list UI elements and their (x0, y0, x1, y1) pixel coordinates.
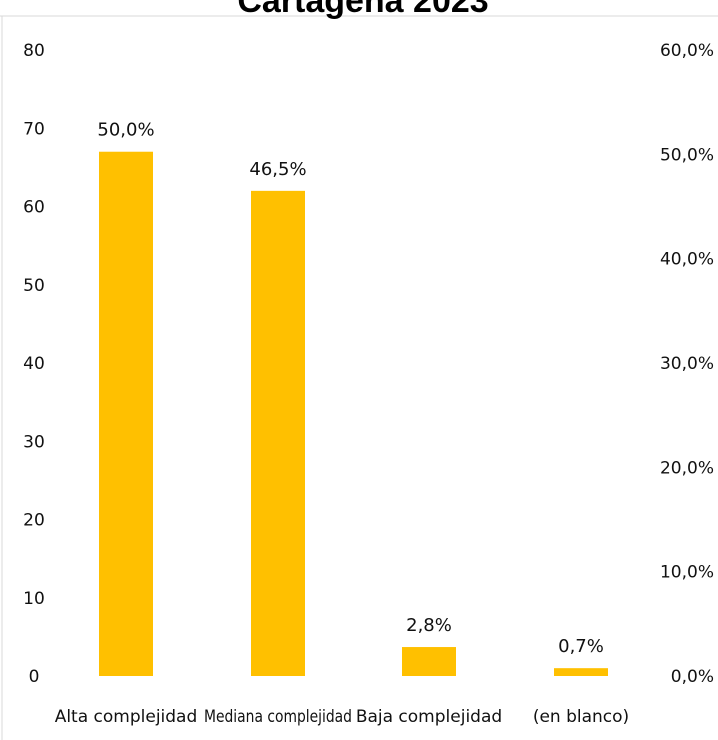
x-axis-categories: Alta complejidad Mediana complejidad Baja … (55, 707, 629, 727)
y-tick-label: 20 (23, 511, 45, 531)
data-labels: 50,0% 46,5% 2,8% 0,7% (97, 120, 603, 657)
data-label: 0,7% (558, 636, 604, 657)
y-tick-label: 60 (23, 198, 45, 218)
bar (554, 668, 608, 676)
chart-title: Cartagena 2023 (237, 0, 488, 20)
y2-tick-label: 30,0% (660, 354, 714, 374)
y2-tick-label: 50,0% (660, 145, 714, 165)
data-label: 46,5% (249, 159, 306, 180)
category-label: Baja complejidad (356, 707, 502, 727)
category-label: Alta complejidad (55, 707, 198, 727)
y-tick-label: 30 (23, 432, 45, 452)
bar (402, 647, 456, 676)
y-axis-right: 0,0% 10,0% 20,0% 30,0% 40,0% 50,0% 60,0% (660, 41, 714, 687)
y-axis-left: 0 10 20 30 40 50 60 70 80 (23, 41, 45, 687)
bar (251, 190, 305, 676)
y-tick-label: 40 (23, 354, 45, 374)
y2-tick-label: 40,0% (660, 250, 714, 270)
y-tick-label: 0 (29, 667, 40, 687)
category-label: (en blanco) (533, 707, 629, 727)
y-tick-label: 10 (23, 589, 45, 609)
y-tick-label: 50 (23, 276, 45, 296)
y2-tick-label: 60,0% (660, 41, 714, 61)
y-tick-label: 80 (23, 41, 45, 61)
y2-tick-label: 0,0% (671, 667, 714, 687)
y2-tick-label: 10,0% (660, 563, 714, 583)
bar-series (99, 151, 608, 677)
bar (99, 151, 153, 677)
data-label: 50,0% (97, 120, 154, 141)
y-tick-label: 70 (23, 119, 45, 139)
y2-tick-label: 20,0% (660, 458, 714, 478)
category-label: Mediana complejidad (204, 707, 352, 727)
data-label: 2,8% (406, 615, 452, 636)
